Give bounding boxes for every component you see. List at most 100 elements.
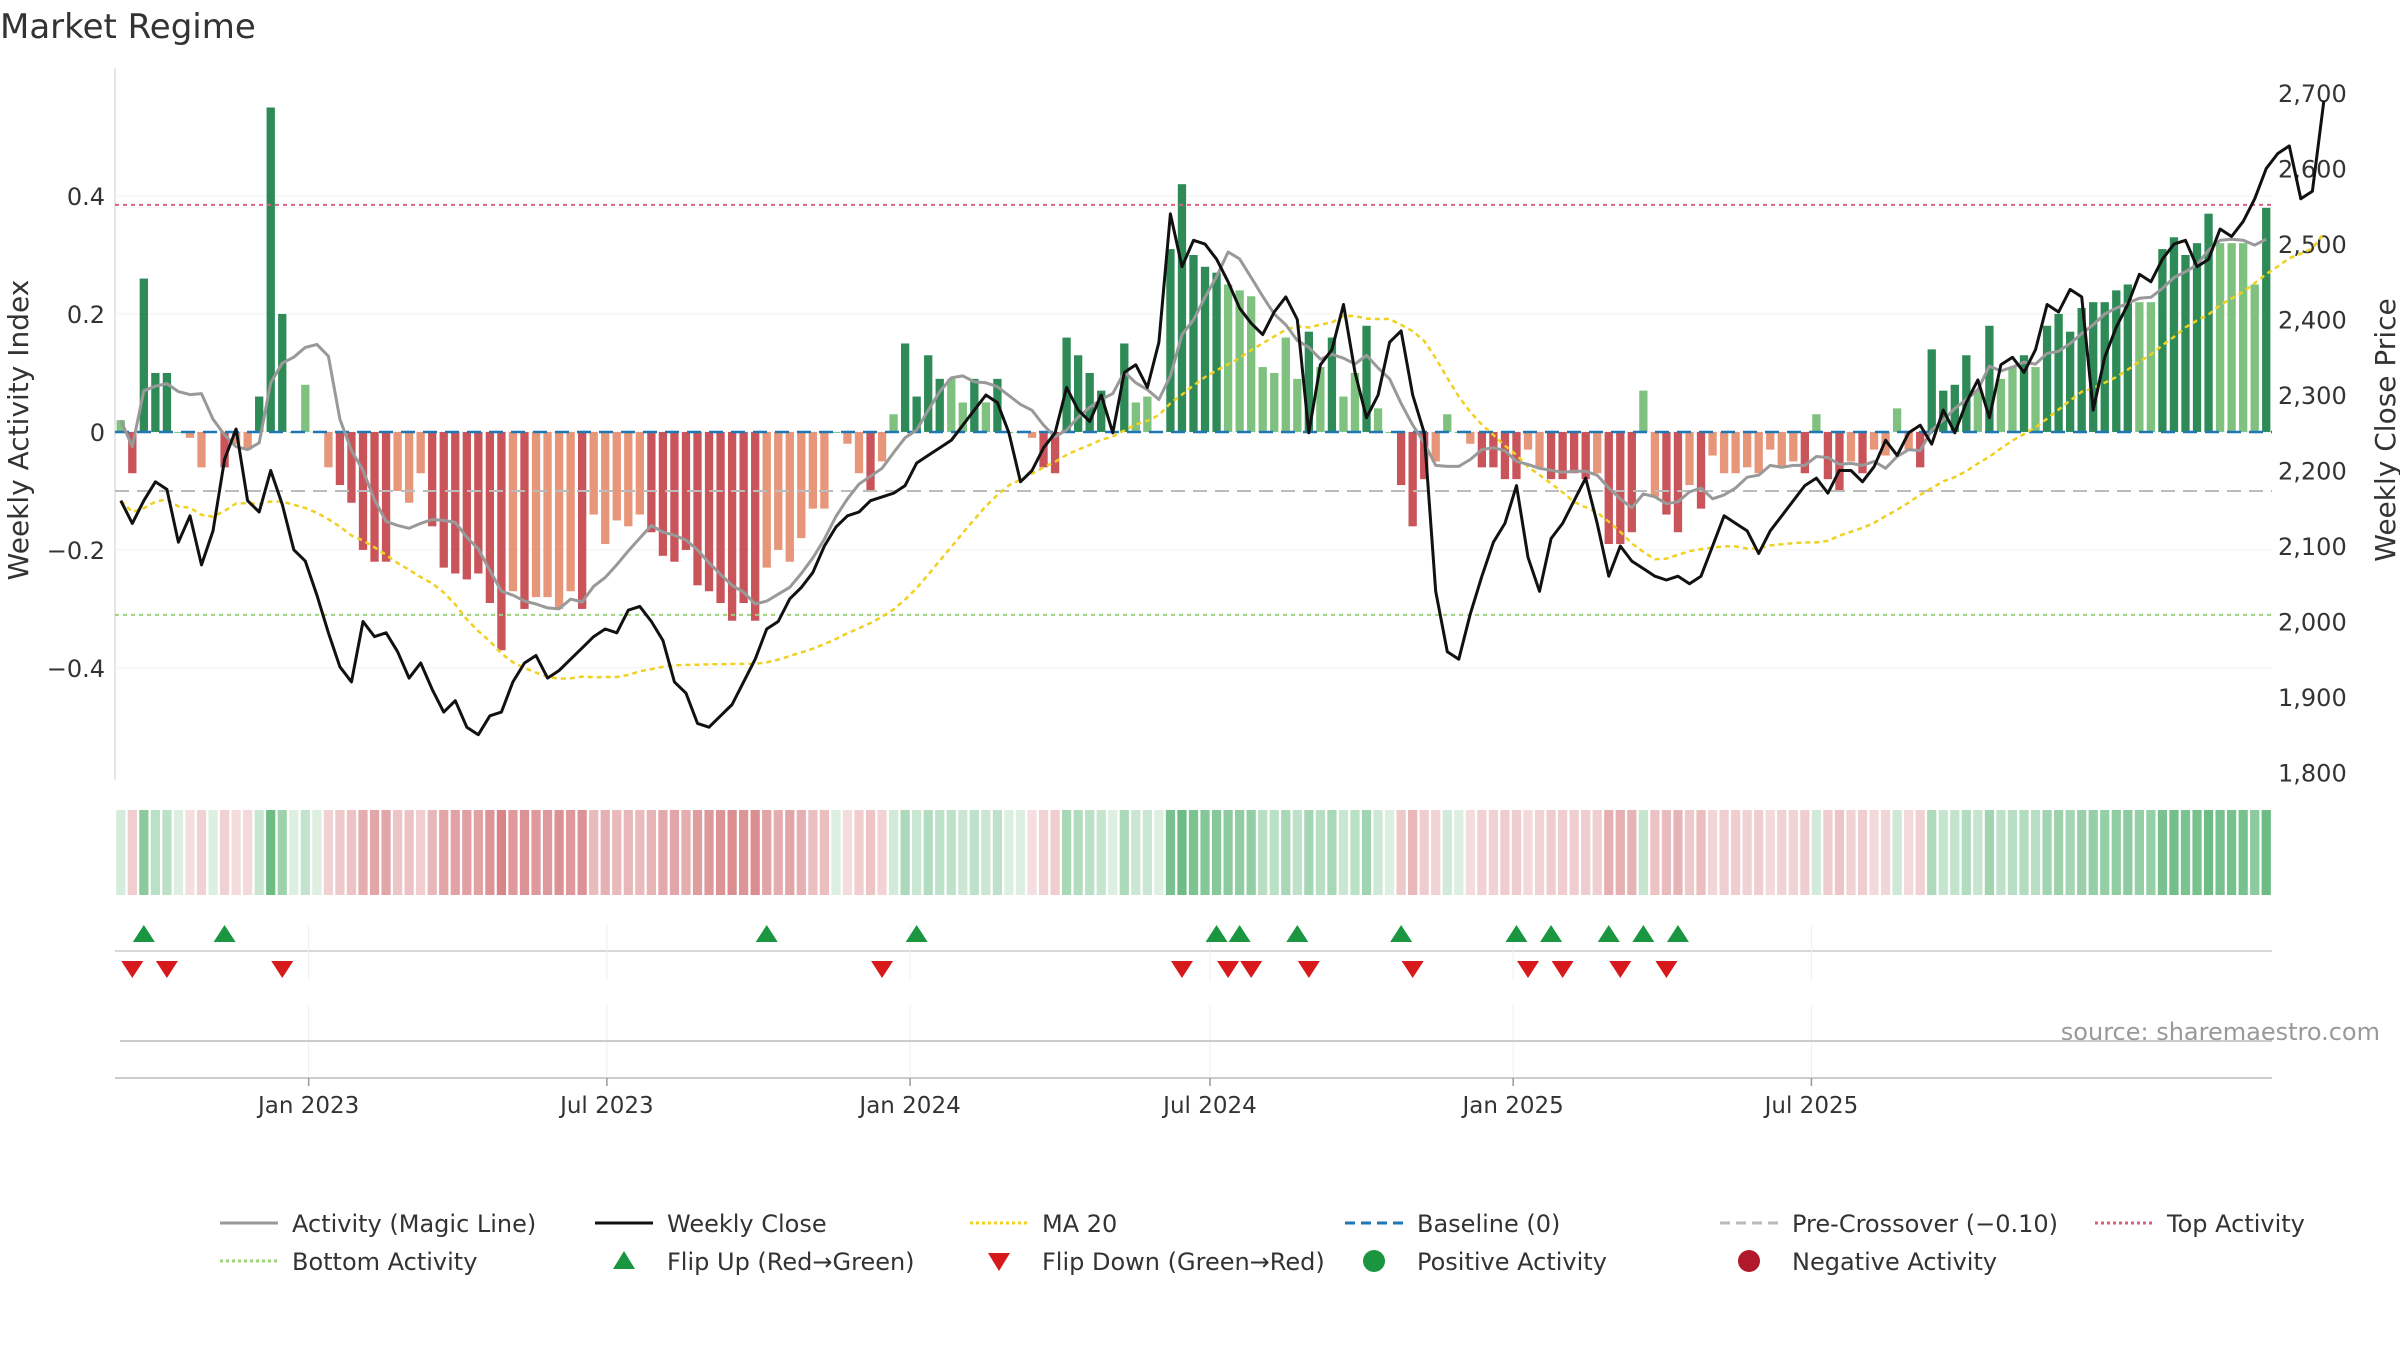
- regime-cell: [1557, 810, 1568, 895]
- activity-bar: [139, 278, 148, 432]
- flip-down-marker: [1217, 961, 1240, 978]
- regime-cell: [1707, 810, 1718, 895]
- ylabel-left: Weekly Activity Index: [2, 280, 35, 581]
- regime-cell: [1408, 810, 1418, 895]
- regime-cell: [1119, 810, 1129, 895]
- activity-bar: [1304, 331, 1314, 432]
- regime-cell: [1846, 810, 1856, 895]
- flip-up-marker: [1228, 925, 1251, 942]
- activity-bar: [785, 431, 794, 562]
- regime-cell: [531, 810, 541, 895]
- activity-bar: [1489, 431, 1498, 468]
- regime-cell: [935, 810, 945, 895]
- activity-bar: [416, 431, 425, 474]
- regime-cell: [1754, 810, 1764, 895]
- x-tick-label: Jan 2025: [1461, 1093, 1564, 1119]
- regime-cell: [1731, 810, 1741, 895]
- flip-down-marker: [271, 961, 294, 978]
- regime-cell: [715, 810, 726, 895]
- activity-bar: [727, 431, 737, 621]
- regime-cell: [1880, 810, 1891, 895]
- regime-cell: [519, 810, 530, 895]
- ytick-right-label: 2,600: [2278, 156, 2347, 184]
- activity-bar: [1558, 431, 1567, 480]
- regime-cell: [566, 810, 576, 895]
- activity-bar: [255, 396, 264, 432]
- regime-cell: [369, 810, 380, 895]
- regime-cell: [1200, 810, 1210, 895]
- activity-bar: [266, 107, 275, 432]
- flip-down-marker: [121, 961, 144, 978]
- regime-cell: [323, 810, 334, 895]
- regime-cell: [1534, 810, 1545, 895]
- activity-bar: [981, 402, 991, 432]
- ytick-right-label: 2,200: [2278, 458, 2347, 486]
- activity-bar: [1085, 372, 1094, 432]
- regime-cell: [612, 810, 622, 895]
- activity-bar: [1050, 431, 1060, 474]
- regime-cell: [1038, 810, 1049, 895]
- regime-cell: [854, 810, 864, 895]
- flip-down-marker: [1551, 961, 1574, 978]
- regime-cell: [1235, 810, 1245, 895]
- regime-cell: [877, 810, 887, 895]
- activity-bar: [485, 431, 495, 604]
- regime-cell: [1073, 810, 1083, 895]
- activity-bar: [2112, 290, 2121, 432]
- regime-cell: [623, 810, 633, 895]
- activity-bar: [1373, 408, 1383, 432]
- activity-bar: [278, 313, 287, 432]
- activity-bar: [658, 431, 668, 556]
- regime-cell: [1511, 810, 1522, 895]
- regime-cell: [1338, 810, 1349, 895]
- regime-cell: [1673, 810, 1683, 895]
- regime-cell: [1892, 810, 1902, 895]
- ytick-left-label: 0.4: [67, 183, 105, 211]
- regime-cell: [1661, 810, 1672, 895]
- regime-cell: [1350, 810, 1360, 895]
- regime-cell: [2227, 810, 2237, 895]
- regime-cell: [2100, 810, 2110, 895]
- regime-cell: [1834, 810, 1845, 895]
- regime-cell: [692, 810, 703, 895]
- activity-bar: [1754, 431, 1763, 474]
- activity-bar: [1708, 431, 1717, 456]
- activity-bar: [1731, 431, 1740, 474]
- ytick-right-label: 2,000: [2278, 608, 2347, 636]
- regime-cell: [542, 810, 553, 895]
- activity-bar: [1350, 372, 1360, 432]
- regime-cell: [785, 810, 795, 895]
- regime-cell: [808, 810, 818, 895]
- regime-cell: [2146, 810, 2156, 895]
- activity-bar: [578, 431, 587, 609]
- activity-bar: [762, 431, 771, 568]
- activity-bar: [716, 431, 725, 604]
- regime-cell: [1500, 810, 1510, 895]
- x-tick-label: Jan 2023: [256, 1093, 359, 1119]
- regime-cell: [1638, 810, 1648, 895]
- activity-bar: [866, 431, 875, 491]
- activity-bar: [1247, 296, 1256, 432]
- regime-cell: [289, 810, 299, 895]
- activity-bar: [2169, 237, 2179, 432]
- regime-cell: [1950, 810, 1960, 895]
- activity-bar: [543, 431, 552, 598]
- regime-cell: [1096, 810, 1106, 895]
- regime-cell: [2088, 810, 2098, 895]
- regime-cell: [1696, 810, 1706, 895]
- activity-bar: [2215, 243, 2225, 432]
- flip-down-marker: [1609, 961, 1632, 978]
- activity-bar: [1616, 431, 1625, 545]
- activity-bar: [428, 431, 437, 527]
- regime-cell: [358, 810, 368, 895]
- regime-cell: [1973, 810, 1983, 895]
- flip-down-marker: [1297, 961, 1320, 978]
- regime-cell: [669, 810, 680, 895]
- regime-cell: [1246, 810, 1256, 895]
- activity-bar: [508, 431, 518, 592]
- activity-bar: [2031, 367, 2040, 432]
- regime-cell: [1684, 810, 1695, 895]
- activity-bar: [1120, 343, 1129, 432]
- regime-cell: [173, 810, 184, 895]
- activity-bar: [2089, 302, 2098, 432]
